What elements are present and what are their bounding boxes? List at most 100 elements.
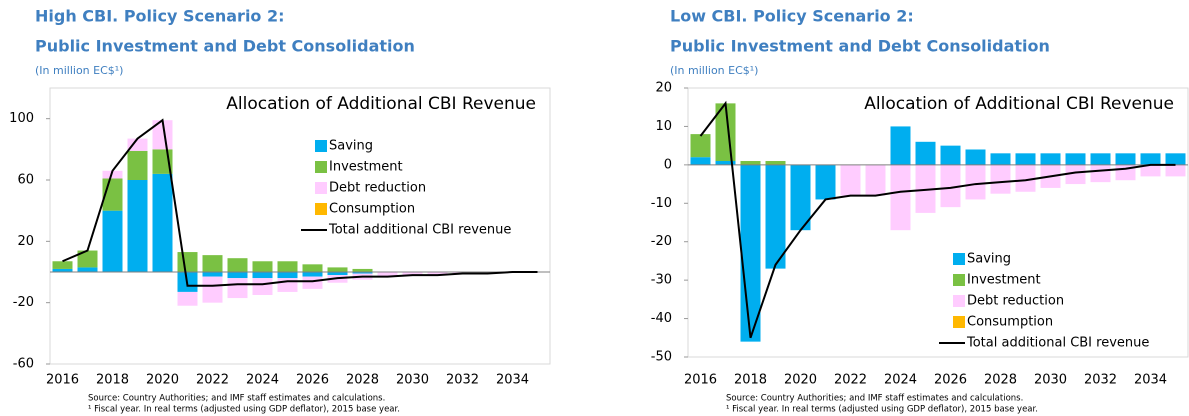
x-tick-label: 2016 [46,373,79,388]
bar-segment [302,276,323,289]
bar-segment [990,153,1011,165]
chart: Low CBI. Policy Scenario 2: Public Invest… [651,7,1189,415]
x-tick-label: 2024 [246,373,279,388]
x-tick-label: 2028 [984,373,1017,388]
bar-segment [765,164,786,269]
x-tick-label: 2026 [934,373,967,388]
bar-segment [790,164,811,231]
bar-segment [152,173,173,272]
chart-title: High CBI. Policy Scenario 2: [35,7,285,26]
legend-label: Investment [329,160,403,175]
bar-segment [52,268,73,272]
bar-segment [1165,153,1186,165]
bar-segment [152,120,173,150]
bar-segment [1090,164,1111,183]
y-tick-label: 0 [664,157,672,172]
bar-segment [202,276,223,303]
unit-note: (In million EC$¹) [35,64,123,77]
chart-title: Low CBI. Policy Scenario 2: [670,7,914,26]
bar-segment [177,252,198,272]
bar-segment [890,164,911,231]
chart-subtitle: Public Investment and Debt Consolidation [35,37,415,56]
y-tick-label: 60 [17,173,34,188]
legend-swatch [315,203,327,215]
x-tick-label: 2022 [834,373,867,388]
inner-title: Allocation of Additional CBI Revenue [226,94,536,114]
bar-segment [177,291,198,306]
bar-segment [77,250,98,268]
x-tick-label: 2032 [446,373,479,388]
x-tick-label: 2026 [296,373,329,388]
x-tick-label: 2016 [684,373,717,388]
bar-segment [252,272,273,279]
total-line [62,118,538,287]
x-tick-label: 2022 [196,373,229,388]
y-tick-label: -40 [651,311,672,326]
bar-segment [740,161,761,165]
legend-label: Debt reduction [329,181,426,196]
bar-segment [1165,164,1186,177]
legend-swatch [315,182,327,194]
chart: High CBI. Policy Scenario 2: Public Inves… [9,7,551,415]
bar-segment [865,164,886,196]
bar-segment [302,272,323,277]
y-tick-label: 20 [655,81,672,96]
x-tick-label: 2018 [96,373,129,388]
footnote: ¹ Fiscal year. In real terms (adjusted u… [88,405,400,415]
bar-segment [77,267,98,272]
bar-segment [127,180,148,272]
x-tick-label: 2030 [1034,373,1067,388]
legend-label: Consumption [329,202,415,217]
legend-swatch [953,295,965,307]
bar-segment [302,264,323,272]
legend-label: Saving [329,139,373,154]
bar-segment [940,164,961,208]
x-tick-label: 2034 [1134,373,1167,388]
footnote: ¹ Fiscal year. In real terms (adjusted u… [726,405,1038,415]
bar-segment [202,272,223,277]
source-note: Source: Country Authorities; and IMF sta… [726,394,1023,404]
bar-segment [102,210,123,272]
legend-label: Total additional CBI revenue [328,223,511,238]
unit-note: (In million EC$¹) [670,64,758,77]
bar-segment [52,261,73,269]
legend-swatch [953,316,965,328]
bar-segment [252,278,273,295]
legend-label: Saving [967,252,1011,267]
bar-segment [1140,153,1161,165]
bar-segment [427,272,448,276]
bar-segment [1065,164,1086,185]
bar-segment [102,170,123,179]
x-tick-label: 2020 [146,373,179,388]
bar-segment [127,138,148,151]
bar-segment [202,255,223,272]
chart-subtitle: Public Investment and Debt Consolidation [670,37,1050,56]
bar-segment [127,150,148,180]
bar-segment [940,145,961,165]
x-tick-label: 2030 [396,373,429,388]
bar-segment [327,272,348,276]
bar-segment [277,261,298,272]
bar-segment [840,164,861,196]
bar-segment [327,267,348,272]
bar-segment [990,164,1011,194]
plot-frame [49,87,551,365]
bar-segment [915,141,936,165]
bar-segment [815,164,836,200]
source-note: Source: Country Authorities; and IMF sta… [88,394,385,404]
bar-segment [1015,164,1036,192]
legend-swatch [315,161,327,173]
bar-segment [1140,164,1161,177]
legend-label: Total additional CBI revenue [966,336,1149,351]
legend-label: Debt reduction [967,294,1064,309]
x-tick-label: 2024 [884,373,917,388]
bar-segment [1040,153,1061,165]
bar-segment [715,161,736,165]
legend-swatch [315,140,327,152]
bar-segment [1115,153,1136,165]
bar-segment [890,126,911,165]
bar-segment [765,161,786,165]
y-tick-label: -30 [651,273,672,288]
y-tick-label: -20 [651,234,672,249]
